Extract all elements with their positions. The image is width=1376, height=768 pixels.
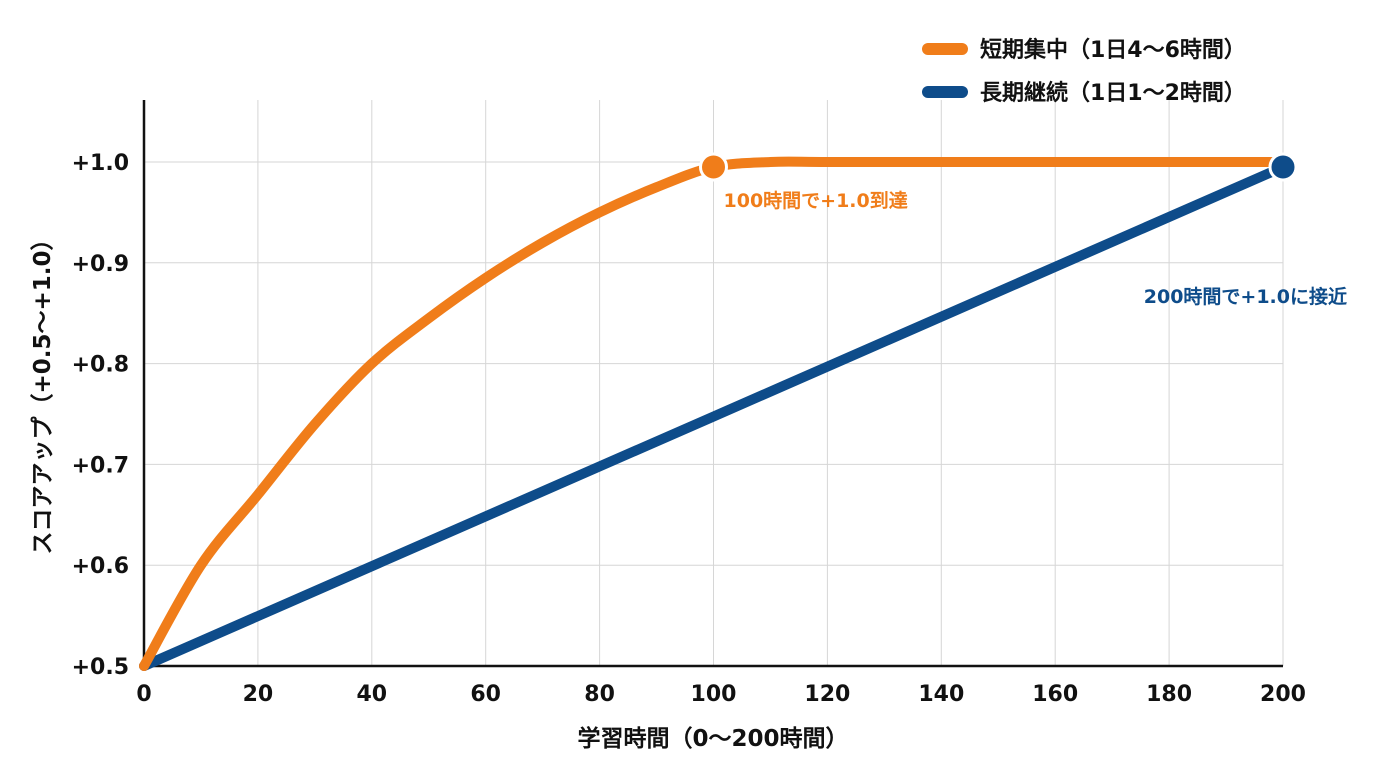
x-tick-label: 60: [470, 682, 501, 707]
y-tick-label: +0.9: [72, 252, 129, 277]
annotation-long-term: 200時間で+1.0に接近: [1144, 286, 1347, 308]
axes: [142, 100, 1283, 668]
x-tick-label: 120: [804, 682, 850, 707]
series-markers: [699, 152, 1298, 182]
y-tick-label: +1.0: [72, 151, 129, 176]
tick-labels: 0 20 40 60 80 100 120 140 160 180 200 +0.5 +0.6 +0.7 +…: [72, 151, 1306, 707]
data-point-marker: [699, 152, 728, 182]
x-tick-label: 140: [918, 682, 964, 707]
annotations: 100時間で+1.0到達 200時間で+1.0に接近: [724, 189, 1348, 308]
x-axis-title: 学習時間（0〜200時間）: [577, 725, 848, 752]
x-tick-label: 0: [136, 682, 151, 707]
y-axis-title: スコアアップ（+0.5〜+1.0）: [29, 227, 56, 554]
x-tick-label: 100: [691, 682, 737, 707]
y-tick-label: +0.6: [72, 554, 129, 579]
legend-label: 短期集中（1日4〜6時間）: [980, 37, 1246, 63]
data-point-marker: [1268, 152, 1298, 182]
annotation-short-term: 100時間で+1.0到達: [724, 189, 908, 212]
y-tick-label: +0.7: [72, 453, 129, 478]
x-tick-label: 200: [1260, 682, 1306, 707]
legend: 短期集中（1日4〜6時間） 長期継続（1日1〜2時間）: [922, 37, 1246, 106]
grid-lines: [144, 100, 1284, 666]
y-tick-label: +0.8: [72, 353, 129, 378]
x-tick-label: 20: [243, 682, 274, 707]
y-tick-label: +0.5: [72, 655, 129, 680]
series-lines: [139, 156, 1288, 671]
series-line-short-term: [139, 156, 1288, 671]
series-line-long-term: [139, 162, 1288, 671]
x-tick-label: 80: [584, 682, 615, 707]
legend-label: 長期継続（1日1〜2時間）: [980, 80, 1246, 106]
x-tick-label: 180: [1146, 682, 1192, 707]
x-tick-label: 40: [356, 682, 387, 707]
x-tick-label: 160: [1032, 682, 1078, 707]
